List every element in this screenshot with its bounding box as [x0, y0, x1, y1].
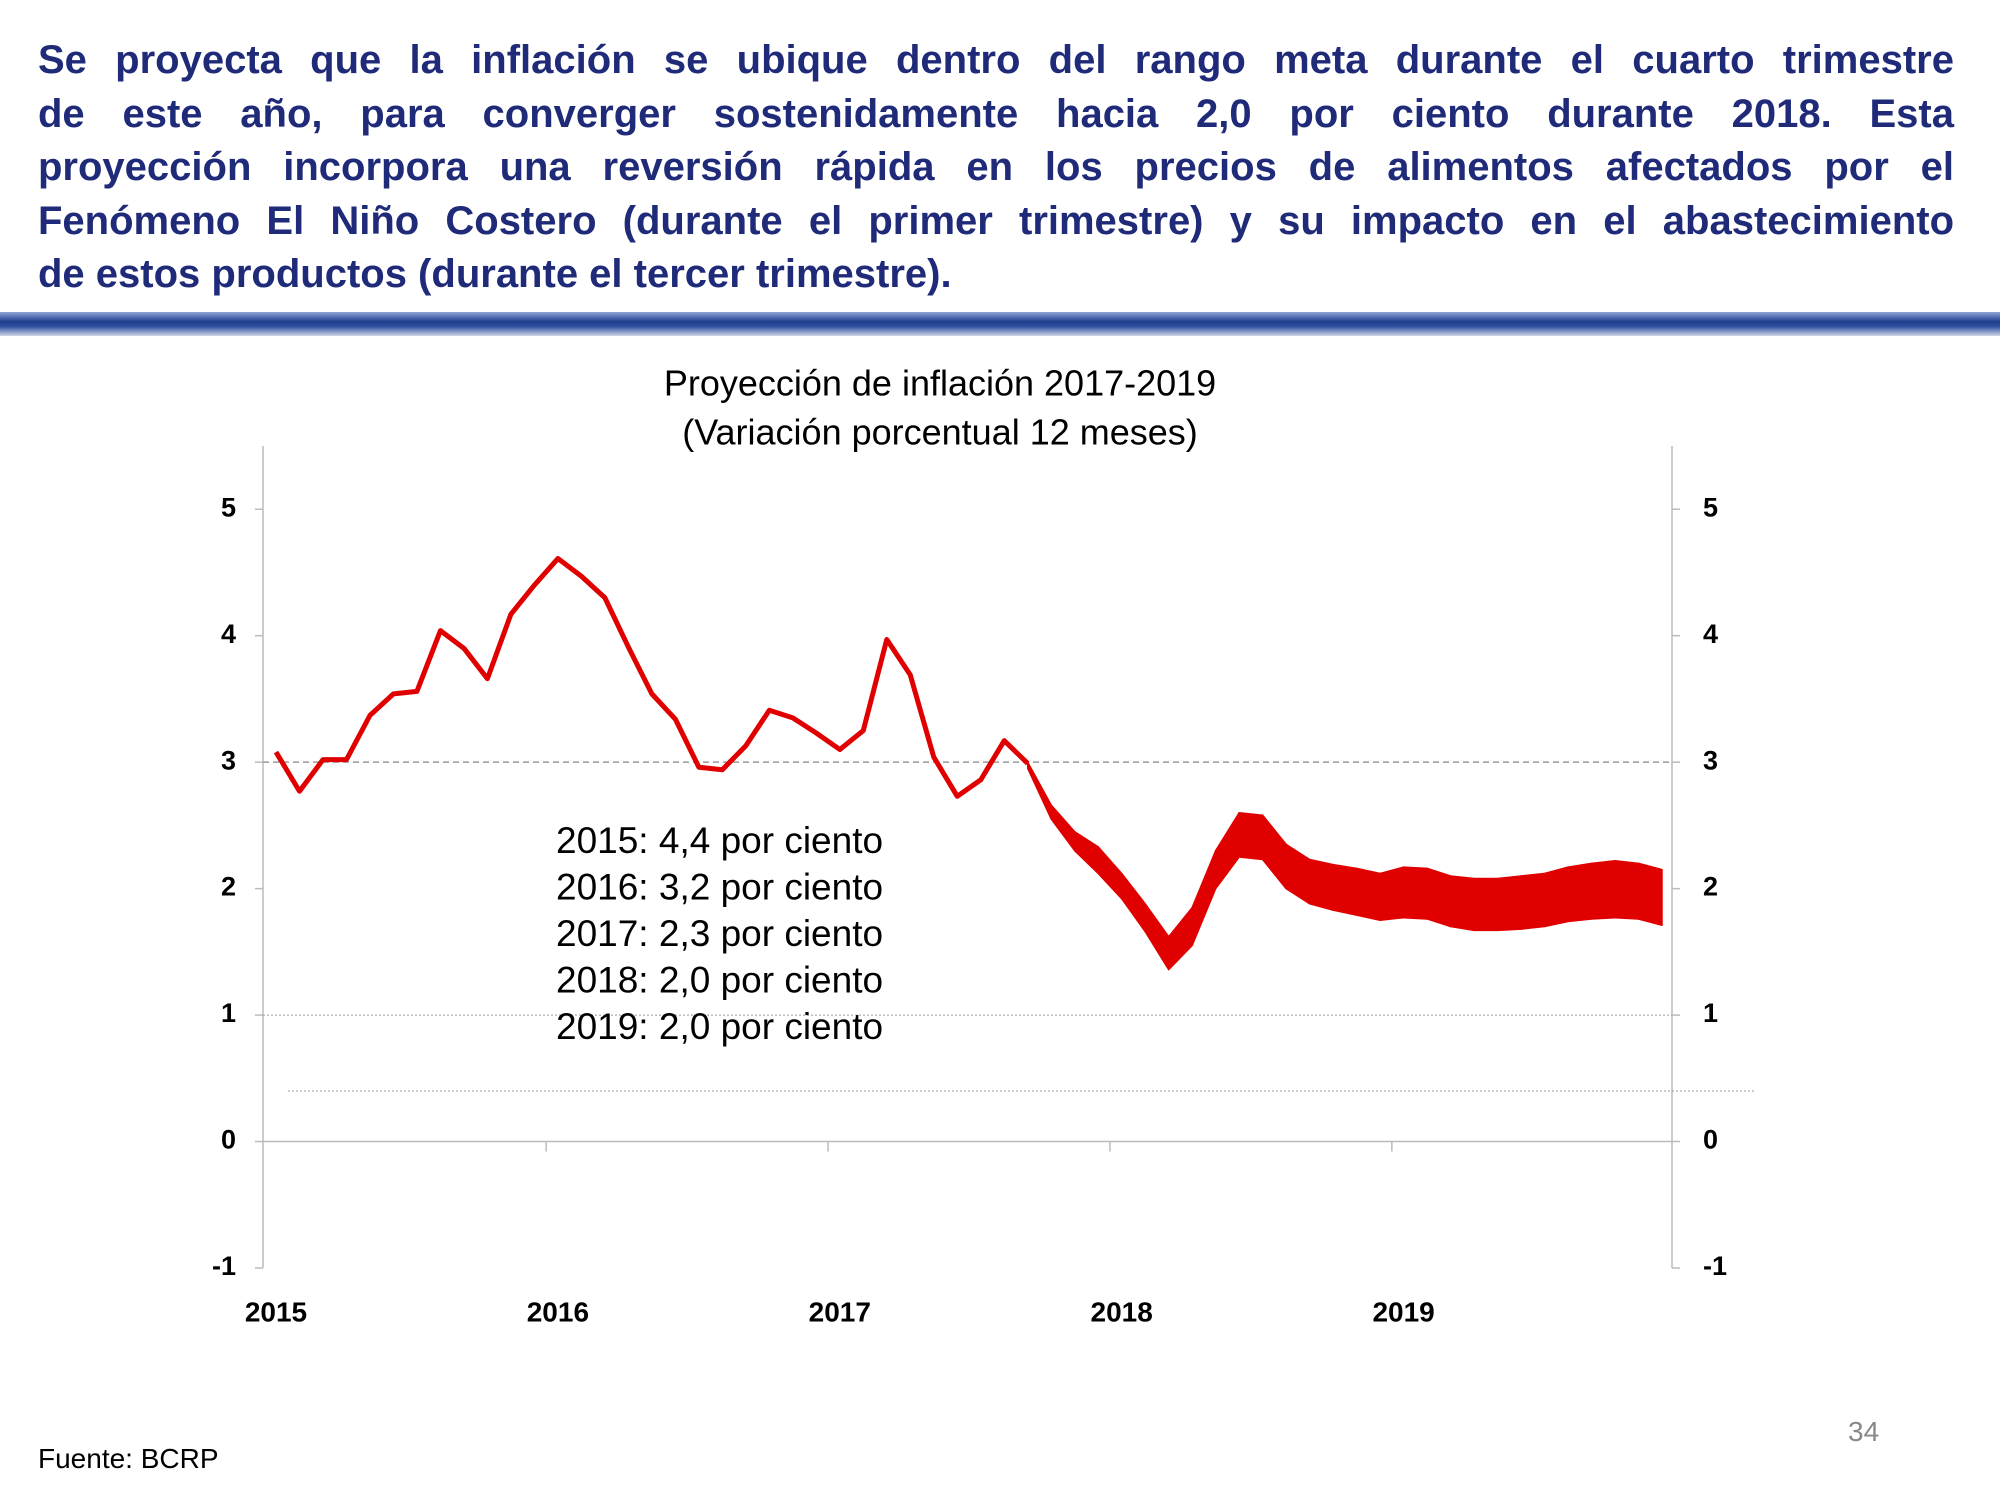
- projection-band: [1379, 866, 1405, 921]
- series-line: [273, 556, 1030, 799]
- chart-title: Proyección de inflación 2017-2019: [664, 363, 1216, 404]
- y2-tick-label: 2: [1703, 872, 1718, 902]
- projection-band: [1496, 875, 1522, 932]
- x-tick-label: 2017: [809, 1296, 871, 1327]
- header-line: proyección incorpora una reversión rápid…: [38, 145, 1954, 189]
- x-tick-label: 2019: [1372, 1296, 1434, 1327]
- projection-band: [1332, 863, 1358, 916]
- projection-band: [1120, 872, 1146, 933]
- y-tick-label: 3: [221, 745, 236, 775]
- projection-band: [1637, 862, 1663, 927]
- projection-band: [1402, 866, 1428, 920]
- y-tick-label: 2: [221, 872, 236, 902]
- projection-band: [1355, 867, 1381, 921]
- projection-band: [1050, 804, 1076, 852]
- chart-subtitle: (Variación porcentual 12 meses): [682, 412, 1198, 453]
- header: Se proyecta que la inflación se ubique d…: [38, 34, 1954, 302]
- annotation: 2015: 4,4 por ciento: [556, 820, 883, 861]
- y-tick-label: -1: [212, 1251, 236, 1281]
- projection-band: [1073, 830, 1099, 875]
- source: Fuente: BCRP: [38, 1443, 219, 1474]
- y2-tick-label: -1: [1703, 1251, 1727, 1281]
- y-tick-label: 0: [221, 1125, 236, 1155]
- x-tick-label: 2016: [527, 1296, 589, 1327]
- annotation: 2016: 3,2 por ciento: [556, 866, 883, 907]
- annotation: 2018: 2,0 por ciento: [556, 959, 883, 1000]
- y-tick-label: 4: [221, 619, 236, 649]
- y-tick-label: 1: [221, 998, 236, 1028]
- projection-band: [1308, 858, 1334, 911]
- projection-band: [1449, 875, 1475, 932]
- projection-band: [1144, 903, 1170, 971]
- y2-tick-label: 5: [1703, 492, 1718, 522]
- annotation: 2019: 2,0 por ciento: [556, 1006, 883, 1047]
- header-line: Fenómeno El Niño Costero (durante el pri…: [38, 198, 1954, 243]
- y-tick-label: 5: [221, 492, 236, 522]
- projection-band: [1567, 862, 1593, 923]
- header-line: de estos productos (durante el tercer tr…: [38, 252, 952, 296]
- y2-tick-label: 0: [1703, 1125, 1718, 1155]
- annotation: 2017: 2,3 por ciento: [556, 913, 883, 954]
- header-line: Se proyecta que la inflación se ubique d…: [38, 38, 1954, 82]
- page-number: 34: [1848, 1416, 1880, 1447]
- projection-band: [1261, 814, 1287, 890]
- y2-tick-label: 1: [1703, 998, 1718, 1028]
- projection-band: [1543, 866, 1569, 928]
- x-tick-label: 2018: [1091, 1296, 1153, 1327]
- projection-band: [1473, 877, 1499, 932]
- projection-band: [1026, 761, 1052, 820]
- projection-band: [1097, 846, 1123, 900]
- projection-band: [1167, 906, 1193, 971]
- projection-band: [1520, 872, 1546, 930]
- projection-band: [1590, 860, 1616, 920]
- projection-band: [1285, 843, 1311, 905]
- projection-band: [1191, 849, 1217, 947]
- projection-band: [1238, 811, 1264, 861]
- header-line: de este año, para converger sostenidamen…: [38, 91, 1954, 136]
- projection-band: [1614, 860, 1640, 920]
- projection-band: [1214, 811, 1240, 890]
- divider-bar: [0, 312, 2000, 336]
- x-tick-label: 2015: [245, 1296, 307, 1327]
- projection-band: [1426, 867, 1452, 928]
- y2-tick-label: 4: [1703, 619, 1718, 649]
- y2-tick-label: 3: [1703, 745, 1718, 775]
